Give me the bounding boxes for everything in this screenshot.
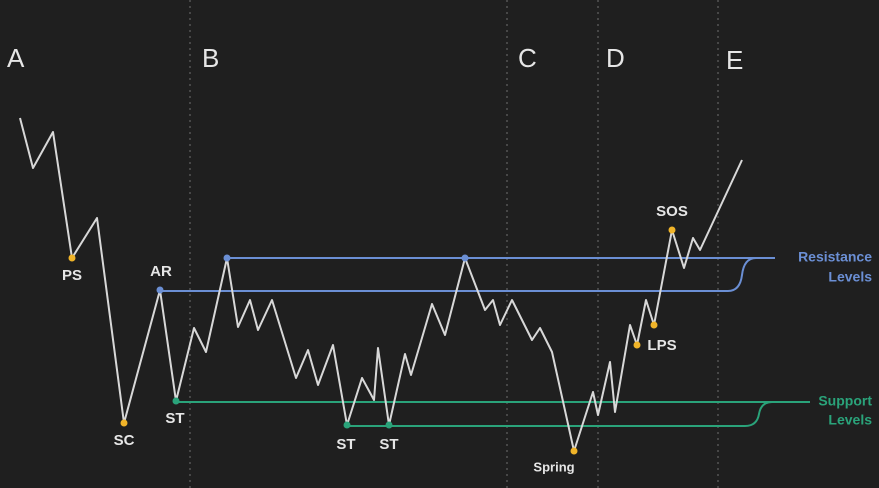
point-dot bbox=[385, 421, 393, 429]
point-label: PS bbox=[62, 267, 82, 284]
point-label: LPS bbox=[647, 337, 676, 354]
point-label: SC bbox=[114, 432, 135, 449]
support-line bbox=[347, 401, 773, 427]
point-dot bbox=[172, 397, 180, 405]
point-dot bbox=[570, 447, 578, 455]
point-dot bbox=[461, 254, 469, 262]
phase-label: B bbox=[202, 43, 219, 73]
point-dot bbox=[650, 321, 658, 329]
point-dot bbox=[633, 341, 641, 349]
phase-label: C bbox=[518, 43, 537, 73]
point-dot bbox=[156, 286, 164, 294]
point-label: ST bbox=[165, 410, 184, 427]
phase-label: A bbox=[7, 43, 25, 73]
point-dot bbox=[223, 254, 231, 262]
point-label: ST bbox=[336, 436, 355, 453]
point-label: AR bbox=[150, 263, 172, 280]
point-label: ST bbox=[379, 436, 398, 453]
phase-label: D bbox=[606, 43, 625, 73]
level-label: Levels bbox=[828, 412, 872, 428]
price-path bbox=[19, 117, 743, 452]
point-dot bbox=[68, 254, 76, 262]
level-label: Levels bbox=[828, 269, 872, 285]
point-dot bbox=[120, 419, 128, 427]
level-label: Resistance bbox=[798, 249, 872, 265]
phase-label: E bbox=[726, 45, 743, 75]
level-label: Support bbox=[818, 393, 872, 409]
point-dot bbox=[668, 226, 676, 234]
point-label: Spring bbox=[533, 459, 574, 474]
resistance-line bbox=[160, 257, 757, 292]
point-label: SOS bbox=[656, 203, 688, 220]
point-dot bbox=[343, 421, 351, 429]
